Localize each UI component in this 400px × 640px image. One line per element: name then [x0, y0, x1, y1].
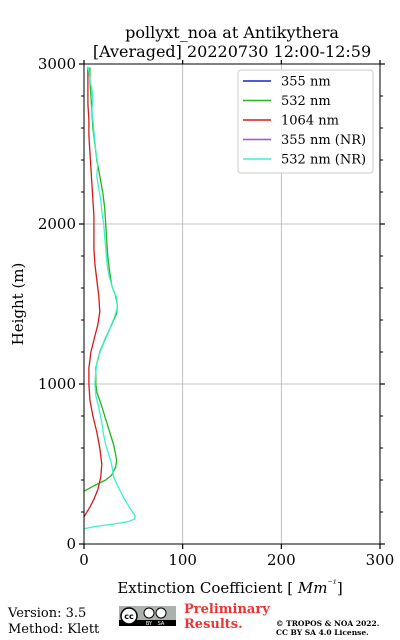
copyright-line1: © TROPOS & NOA 2022. — [276, 619, 380, 628]
y-tick-label: 1000 — [38, 375, 76, 393]
series-line-1064-nm — [83, 67, 103, 518]
x-tick-label: 200 — [267, 551, 296, 569]
preliminary-line2: Results. — [184, 617, 243, 632]
x-tick-label: 0 — [79, 551, 89, 569]
series-line-532-nm-nr- — [83, 66, 136, 530]
legend: 355 nm 532 nm 1064 nm 355 nm (NR) 532 nm (NR… — [237, 69, 374, 174]
y-tick-label: 3000 — [38, 55, 76, 73]
x-axis-label: Extinction Coefficient [ Mm⁻¹] — [117, 579, 342, 597]
legend-label: 355 nm (NR) — [281, 133, 366, 148]
x-axis-unit: Mm — [297, 579, 328, 597]
version-info: Version: 3.5 Method: Klett — [8, 606, 99, 638]
y-tick-label: 2000 — [38, 215, 76, 233]
plot-frame — [83, 63, 381, 545]
cc-logo-text: cc — [124, 612, 134, 621]
preliminary-results: Preliminary Results. — [184, 602, 270, 632]
x-axis-label-text: Extinction Coefficient [ — [117, 579, 293, 597]
x-tick-labels: 0 100 200 300 — [79, 551, 394, 569]
copyright-line2: CC BY SA 4.0 License. — [276, 628, 369, 637]
sa-text: SA — [158, 621, 165, 626]
legend-box — [237, 69, 374, 174]
x-axis-unit-exponent: ⁻¹ — [328, 579, 337, 590]
y-tick-labels: 0 1000 2000 3000 — [38, 55, 76, 553]
legend-label: 1064 nm — [281, 114, 339, 129]
y-axis-label: Height (m) — [9, 263, 27, 346]
cc-license-badge: cc BY SA — [119, 606, 176, 626]
by-text: BY — [146, 621, 153, 626]
chart-subtitle: [Averaged] 20220730 12:00-12:59 — [93, 42, 371, 61]
legend-label: 355 nm — [281, 75, 331, 90]
y-tick-label: 0 — [66, 535, 76, 553]
preliminary-line1: Preliminary — [184, 602, 270, 617]
method-text: Method: Klett — [8, 622, 100, 637]
sa-share-icon — [155, 607, 167, 619]
cc-badge-strip — [119, 620, 176, 626]
x-tick-label: 300 — [366, 551, 395, 569]
cc-logo-icon — [120, 607, 138, 625]
x-tick-label: 100 — [168, 551, 197, 569]
copyright-notice: © TROPOS & NOA 2022. CC BY SA 4.0 Licens… — [276, 619, 379, 637]
version-text: Version: 3.5 — [8, 606, 87, 621]
by-person-icon — [143, 607, 155, 619]
x-axis-label-bracket: ] — [337, 579, 343, 597]
chart-title: pollyxt_noa at Antikythera — [125, 23, 339, 42]
legend-label: 532 nm — [281, 94, 331, 109]
legend-label: 532 nm (NR) — [281, 153, 366, 168]
data-series — [83, 66, 136, 530]
